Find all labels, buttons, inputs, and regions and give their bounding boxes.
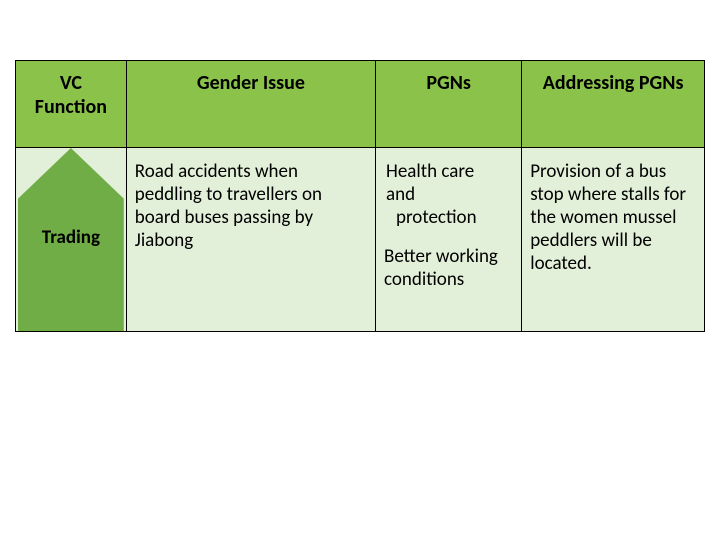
cell-pgns: Health care and protection Better workin… xyxy=(376,148,522,332)
addressing-text: Provision of a bus stop where stalls for… xyxy=(530,160,686,275)
cell-addressing: Provision of a bus stop where stalls for… xyxy=(522,148,705,332)
col-vc-function: VC Function xyxy=(16,61,127,148)
table-row: Trading Road accidents when peddling to … xyxy=(16,148,705,332)
col-pgns: PGNs xyxy=(376,61,522,148)
pgn-item-2: Better working conditions xyxy=(384,245,513,291)
vc-table: VC Function Gender Issue PGNs Addressing… xyxy=(15,60,705,332)
cell-gender-issue: Road accidents when peddling to travelle… xyxy=(126,148,375,332)
pgn-line: protection xyxy=(386,206,513,229)
pgn-item-1: Health care and protection xyxy=(384,160,513,229)
col-gender-issue: Gender Issue xyxy=(126,61,375,148)
table-header-row: VC Function Gender Issue PGNs Addressing… xyxy=(16,61,705,148)
gender-issue-text: Road accidents when peddling to travelle… xyxy=(135,160,322,252)
cell-vc-function: Trading xyxy=(16,148,127,332)
vc-function-label: Trading xyxy=(42,226,100,249)
pgn-line: Health care xyxy=(386,160,474,183)
pgn-line: and xyxy=(386,183,415,206)
col-addressing-pgns: Addressing PGNs xyxy=(522,61,705,148)
